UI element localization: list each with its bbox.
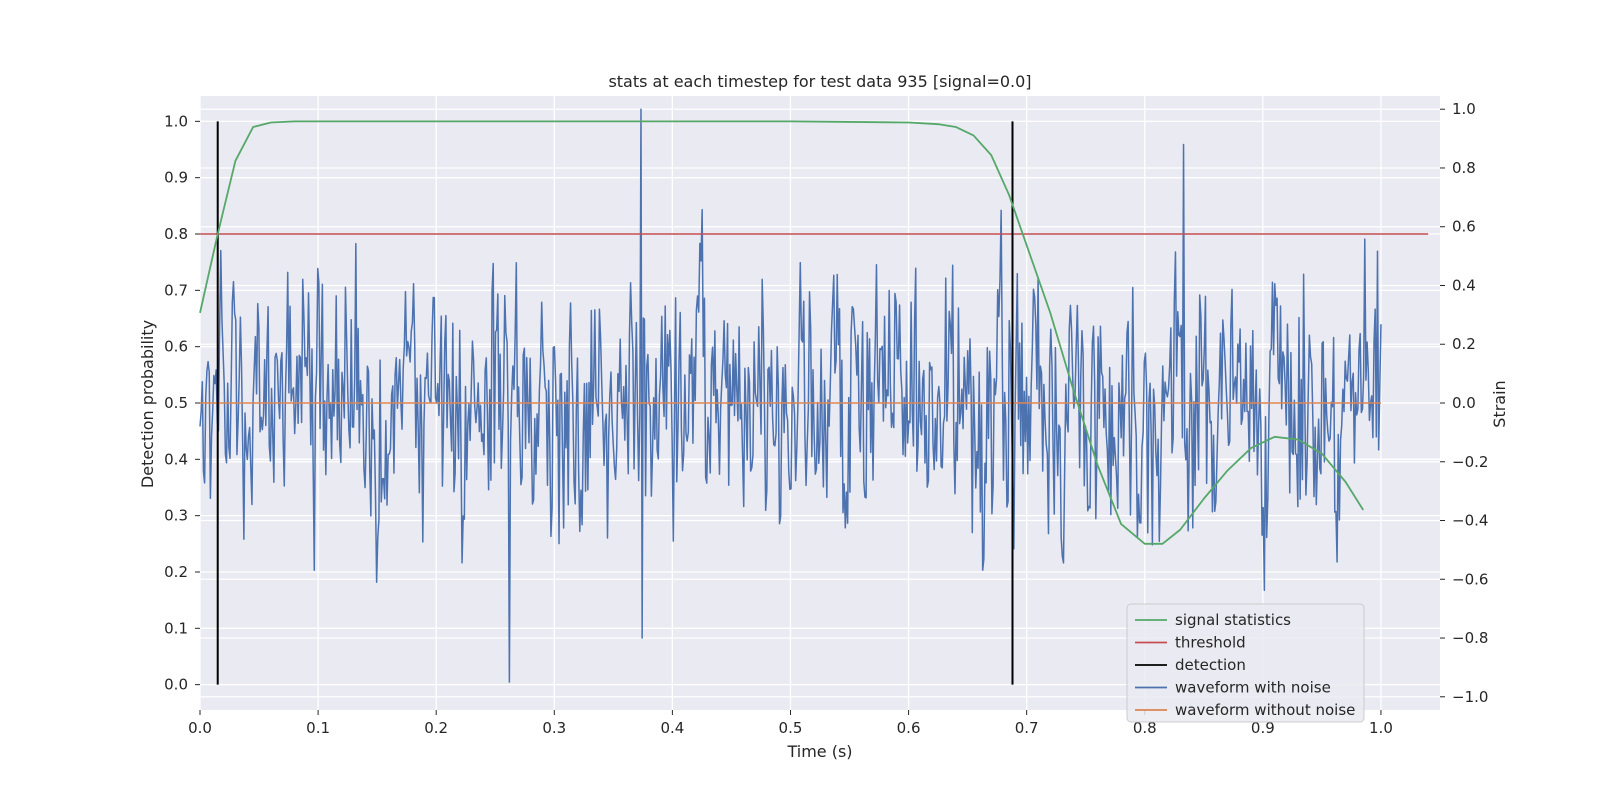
legend-label-4: waveform without noise [1175, 701, 1355, 719]
legend-label-3: waveform with noise [1175, 679, 1331, 697]
chart-title: stats at each timestep for test data 935… [608, 72, 1031, 91]
x-tick-label-3: 0.3 [542, 719, 566, 737]
y-right-tick-label-3: −0.4 [1452, 512, 1488, 530]
y-left-tick-label-2: 0.2 [164, 563, 188, 581]
x-tick-label-9: 0.9 [1251, 719, 1275, 737]
x-tick-label-8: 0.8 [1133, 719, 1157, 737]
y-right-tick-label-7: 0.4 [1452, 276, 1476, 294]
y-axis-left-title: Detection probability [138, 320, 157, 488]
y-left-tick-label-1: 0.1 [164, 619, 188, 637]
y-right-tick-label-2: −0.6 [1452, 570, 1488, 588]
y-right-tick-label-0: −1.0 [1452, 688, 1488, 706]
y-right-tick-label-6: 0.2 [1452, 335, 1476, 353]
x-tick-label-5: 0.5 [779, 719, 803, 737]
y-right-tick-label-1: −0.8 [1452, 629, 1488, 647]
x-tick-label-7: 0.7 [1015, 719, 1039, 737]
x-axis: 0.0 0.1 0.2 0.3 0.4 0.5 0.6 0.7 0.8 0.9 1.0 [188, 710, 1393, 737]
y-right-tick-label-8: 0.6 [1452, 218, 1476, 236]
y-left-tick-label-4: 0.4 [164, 450, 188, 468]
y-right-tick-label-10: 1.0 [1452, 100, 1476, 118]
y-left-tick-label-8: 0.8 [164, 225, 188, 243]
y-right-tick-label-9: 0.8 [1452, 159, 1476, 177]
x-tick-label-6: 0.6 [897, 719, 921, 737]
x-tick-label-10: 1.0 [1369, 719, 1393, 737]
x-tick-label-4: 0.4 [660, 719, 684, 737]
legend-label-1: threshold [1175, 634, 1246, 652]
detection-series [216, 121, 1014, 685]
y-axis-right-title: Strain [1490, 380, 1509, 427]
y-left-tick-label-7: 0.7 [164, 281, 188, 299]
y-left-tick-label-0: 0.0 [164, 676, 188, 694]
y-right-tick-label-5: 0.0 [1452, 394, 1476, 412]
y-left-tick-label-9: 0.9 [164, 169, 188, 187]
y-right-tick-label-4: −0.2 [1452, 453, 1488, 471]
legend-label-2: detection [1175, 656, 1246, 674]
signal-statistics-series [199, 120, 1365, 545]
y-left-tick-label-3: 0.3 [164, 507, 188, 525]
y-axis-left: 0.0 0.1 0.2 0.3 0.4 0.5 0.6 0.7 0.8 0.9 1.0 [164, 112, 200, 694]
signal-statistics-line [199, 120, 1365, 545]
x-tick-label-0: 0.0 [188, 719, 212, 737]
x-tick-label-1: 0.1 [306, 719, 330, 737]
legend: signal statistics threshold detection wavef… [1126, 603, 1365, 723]
legend-label-0: signal statistics [1175, 611, 1291, 629]
y-left-tick-label-6: 0.6 [164, 338, 188, 356]
legend-box [1126, 603, 1365, 723]
waveform-with-noise-line [199, 108, 1382, 683]
y-axis-right: −1.0 −0.8 −0.6 −0.4 −0.2 0.0 0.2 0.4 0.6 0.8 1.0 [1440, 100, 1488, 706]
y-left-tick-label-5: 0.5 [164, 394, 188, 412]
x-tick-label-2: 0.2 [424, 719, 448, 737]
waveform-with-noise-series [199, 108, 1382, 683]
x-axis-title: Time (s) [786, 742, 852, 761]
y-left-tick-label-10: 1.0 [164, 112, 188, 130]
